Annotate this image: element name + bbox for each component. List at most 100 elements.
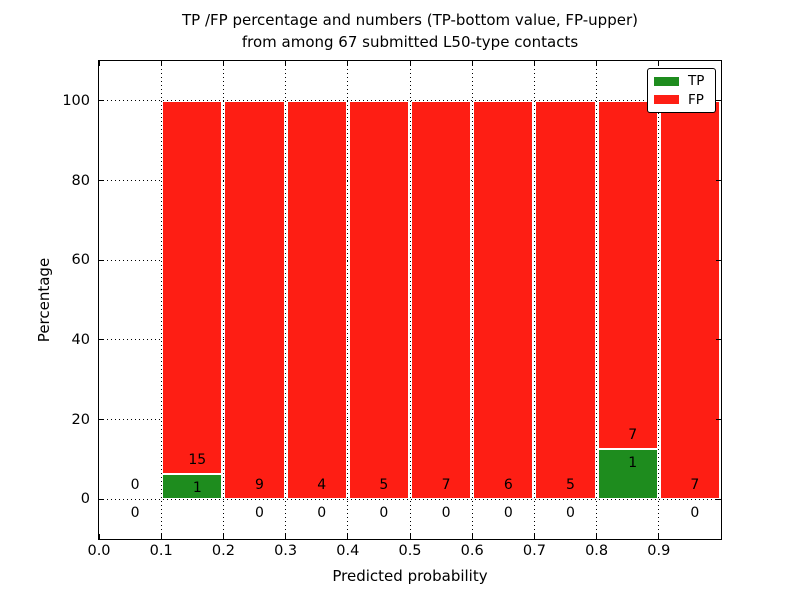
fp-bar-segment bbox=[286, 100, 347, 500]
x-tick-mark bbox=[471, 534, 473, 539]
x-tick-mark bbox=[285, 61, 287, 66]
x-tick-label: 0.2 bbox=[211, 543, 235, 559]
tp-count-label: 1 bbox=[628, 455, 638, 472]
x-tick-mark bbox=[285, 534, 287, 539]
x-tick-label: 0.1 bbox=[149, 543, 173, 559]
fp-count-label: 9 bbox=[255, 477, 264, 494]
chart-title-line2: from among 67 submitted L50-type contact… bbox=[241, 33, 579, 51]
tp-count-label: 0 bbox=[379, 505, 389, 522]
vertical-gridline bbox=[347, 61, 349, 539]
y-tick-label: 0 bbox=[80, 491, 90, 508]
x-tick-mark bbox=[658, 61, 660, 66]
x-tick-mark bbox=[409, 61, 411, 66]
plot-area: 0 0 15 1 9 0 4 0 5 0 7 0 6 0 5 0 7 1 7 0 bbox=[98, 60, 722, 540]
tp-count-label: 0 bbox=[255, 505, 264, 522]
tp-count-label: 0 bbox=[690, 505, 700, 522]
fp-count-label: 0 bbox=[130, 477, 140, 494]
legend-label: TP bbox=[688, 73, 705, 90]
y-tick-mark bbox=[716, 100, 721, 102]
vertical-gridline bbox=[160, 61, 162, 539]
x-tick-mark bbox=[222, 61, 224, 66]
x-tick-mark bbox=[720, 61, 722, 66]
fp-count-label: 7 bbox=[628, 427, 638, 444]
x-tick-label: 0.7 bbox=[522, 543, 546, 559]
y-tick-mark bbox=[99, 339, 104, 341]
x-tick-label: 0.4 bbox=[336, 543, 360, 559]
y-tick-mark bbox=[716, 180, 721, 181]
vertical-gridline bbox=[533, 61, 535, 539]
x-tick-mark bbox=[98, 61, 100, 66]
fp-bar-segment bbox=[224, 100, 285, 500]
x-tick-mark bbox=[533, 534, 535, 539]
x-tick-mark bbox=[720, 534, 722, 539]
chart-title: TP /FP percentage and numbers (TP-bottom… bbox=[99, 9, 721, 53]
chart-title-line1: TP /FP percentage and numbers (TP-bottom… bbox=[182, 11, 638, 29]
y-tick-mark bbox=[716, 259, 721, 261]
vertical-gridline bbox=[285, 61, 287, 539]
legend: TP FP bbox=[647, 68, 716, 113]
x-tick-mark bbox=[596, 534, 598, 539]
vertical-gridline bbox=[409, 61, 411, 539]
y-axis-label: Percentage bbox=[35, 257, 53, 343]
tp-count-label: 0 bbox=[441, 505, 451, 522]
y-tick-label: 100 bbox=[62, 92, 90, 109]
fp-bar-segment bbox=[597, 100, 658, 450]
y-tick-mark bbox=[99, 498, 104, 500]
fp-bar-segment bbox=[473, 100, 534, 500]
x-axis-label: Predicted probability bbox=[332, 567, 488, 585]
x-tick-label: 0.3 bbox=[274, 543, 298, 559]
y-tick-mark bbox=[99, 100, 104, 102]
fp-bar-segment bbox=[535, 100, 596, 500]
x-tick-mark bbox=[160, 61, 162, 66]
fp-count-label: 6 bbox=[503, 477, 513, 494]
y-tick-mark bbox=[99, 180, 104, 181]
y-tick-label: 80 bbox=[71, 172, 90, 189]
y-tick-mark bbox=[99, 419, 104, 420]
y-tick-label: 40 bbox=[71, 331, 90, 348]
x-tick-label: 0.0 bbox=[87, 543, 111, 559]
vertical-gridline bbox=[596, 61, 598, 539]
fp-bar-segment bbox=[411, 100, 472, 500]
x-tick-mark bbox=[347, 61, 349, 66]
tp-count-label: 0 bbox=[566, 505, 575, 522]
vertical-gridline bbox=[471, 61, 473, 539]
x-tick-mark bbox=[160, 534, 162, 539]
fp-count-label: 7 bbox=[690, 477, 700, 494]
fp-count-label: 5 bbox=[566, 477, 575, 494]
x-tick-mark bbox=[533, 61, 535, 66]
legend-label: FP bbox=[688, 91, 704, 108]
x-tick-label: 0.6 bbox=[460, 543, 484, 559]
fp-legend-swatch bbox=[654, 95, 679, 105]
vertical-gridline bbox=[658, 61, 660, 539]
vertical-gridline bbox=[222, 61, 224, 539]
fp-bar-segment bbox=[348, 100, 409, 500]
fp-count-label: 7 bbox=[441, 477, 451, 494]
x-tick-mark bbox=[409, 534, 411, 539]
tp-legend-swatch bbox=[654, 76, 679, 86]
fp-count-label: 5 bbox=[379, 477, 389, 494]
y-tick-mark bbox=[99, 259, 104, 261]
fp-count-label: 4 bbox=[317, 477, 327, 494]
x-tick-label: 0.9 bbox=[647, 543, 671, 559]
y-tick-label: 20 bbox=[71, 411, 90, 428]
y-tick-mark bbox=[716, 419, 721, 420]
x-tick-mark bbox=[347, 534, 349, 539]
x-tick-mark bbox=[471, 61, 473, 66]
x-tick-label: 0.5 bbox=[398, 543, 422, 559]
tp-bar-segment bbox=[162, 474, 223, 500]
y-tick-mark bbox=[716, 339, 721, 341]
tp-count-label: 0 bbox=[503, 505, 513, 522]
fp-bar-segment bbox=[659, 100, 720, 500]
x-tick-mark bbox=[596, 61, 598, 66]
tp-count-label: 1 bbox=[192, 480, 202, 497]
fp-bar-segment bbox=[162, 100, 223, 475]
y-tick-label: 60 bbox=[71, 252, 90, 269]
x-tick-mark bbox=[222, 534, 224, 539]
x-tick-mark bbox=[658, 534, 660, 539]
tp-count-label: 0 bbox=[317, 505, 327, 522]
legend-item: TP bbox=[654, 74, 709, 88]
x-tick-mark bbox=[98, 534, 100, 539]
x-tick-label: 0.8 bbox=[585, 543, 609, 559]
legend-item: FP bbox=[654, 93, 709, 107]
